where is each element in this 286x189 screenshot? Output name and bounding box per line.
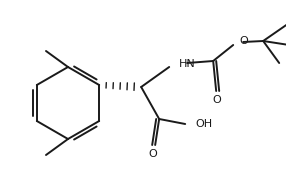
Text: HN: HN [179,59,196,69]
Text: O: O [149,149,158,159]
Text: O: O [213,95,222,105]
Text: O: O [239,36,248,46]
Text: OH: OH [195,119,212,129]
